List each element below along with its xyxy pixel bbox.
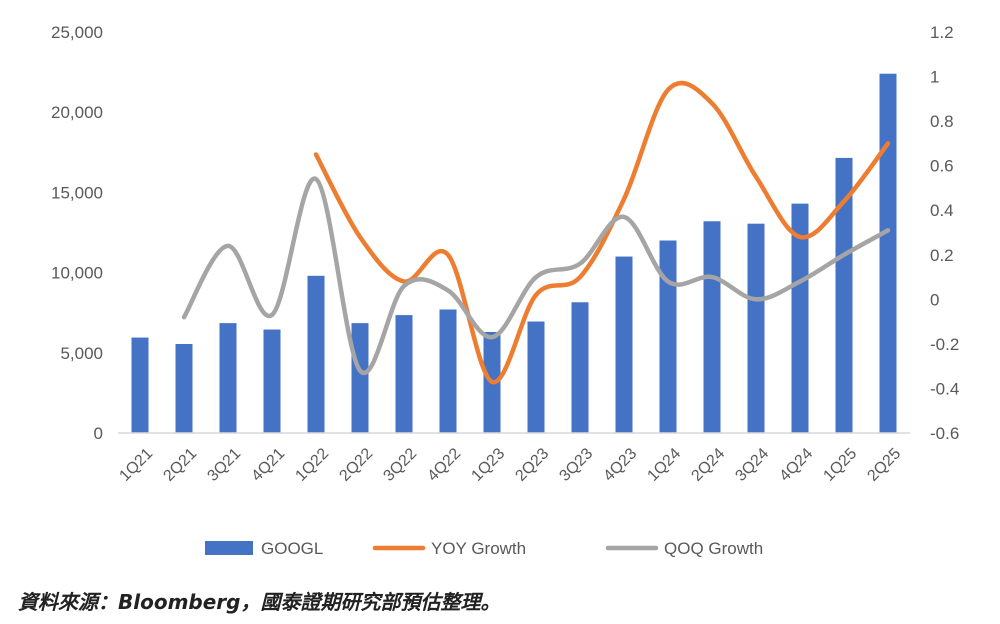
bar-1q22 [307,275,325,433]
bar-2q24 [703,221,721,433]
right-tick-label: -0.6 [930,424,959,443]
right-tick-label: 1.2 [930,23,954,42]
category-label: 2Q25 [864,445,904,485]
category-label: 1Q23 [468,445,508,485]
bar-2q21 [175,343,193,433]
legend-swatch-googl [205,541,253,555]
category-label: 2Q22 [336,445,376,485]
category-axis-labels: 1Q21 2Q21 3Q21 4Q21 1Q22 2Q22 3Q22 4Q22 1Q23 2Q23… [116,445,904,485]
category-label: 4Q23 [600,445,640,485]
left-tick-label: 0 [94,424,103,443]
bar-4q23 [615,256,633,433]
legend-label: YOY Growth [431,539,526,558]
legend-label: GOOGL [261,539,323,558]
left-tick-label: 10,000 [51,264,103,283]
bar-1q25 [835,157,853,433]
category-label: 2Q21 [160,445,200,485]
source-note: 資料來源：Bloomberg，國泰證期研究部預估整理。 [18,590,501,614]
category-label: 3Q24 [732,445,772,485]
category-label: 2Q23 [512,445,552,485]
category-label: 4Q21 [248,445,288,485]
category-label: 3Q21 [204,445,244,485]
category-label: 4Q24 [776,445,816,485]
bar-2q22 [351,323,369,433]
right-tick-label: -0.2 [930,335,959,354]
bar-2q23 [527,321,545,433]
left-tick-label: 5,000 [60,344,103,363]
left-tick-label: 25,000 [51,23,103,42]
right-tick-label: -0.4 [930,379,959,398]
bar-3q21 [219,323,237,433]
line-series-group [181,80,891,385]
bar-1q21 [131,337,149,433]
category-label: 1Q24 [644,445,684,485]
category-label: 3Q23 [556,445,596,485]
category-label: 1Q25 [820,445,860,485]
category-label: 3Q22 [380,445,420,485]
bar-3q23 [571,302,589,433]
left-tick-label: 20,000 [51,103,103,122]
line-qoq-growth [181,176,891,376]
bar-4q22 [439,309,457,433]
legend-label: QOQ Growth [664,539,763,558]
right-tick-label: 0.2 [930,246,954,265]
category-label: 1Q22 [292,445,332,485]
bar-2q25 [879,73,897,433]
category-label: 4Q22 [424,445,464,485]
bar-series-googl [131,73,897,433]
right-tick-label: 0.8 [930,112,954,131]
right-tick-label: 0.6 [930,157,954,176]
legend: GOOGL YOY Growth QOQ Growth [205,539,763,558]
left-tick-label: 15,000 [51,183,103,202]
category-label: 2Q24 [688,445,728,485]
bar-3q24 [747,223,765,433]
left-axis-ticks: 0 5,000 10,000 15,000 20,000 25,000 [51,23,103,443]
right-axis-ticks: -0.6 -0.4 -0.2 0 0.2 0.4 0.6 0.8 1 1.2 [930,23,959,443]
right-tick-label: 0.4 [930,201,954,220]
right-tick-label: 0 [930,290,939,309]
bar-1q24 [659,240,677,433]
bar-4q24 [791,203,809,433]
right-tick-label: 1 [930,68,939,87]
bar-3q22 [395,315,413,433]
bar-4q21 [263,329,281,433]
category-label: 1Q21 [116,445,156,485]
